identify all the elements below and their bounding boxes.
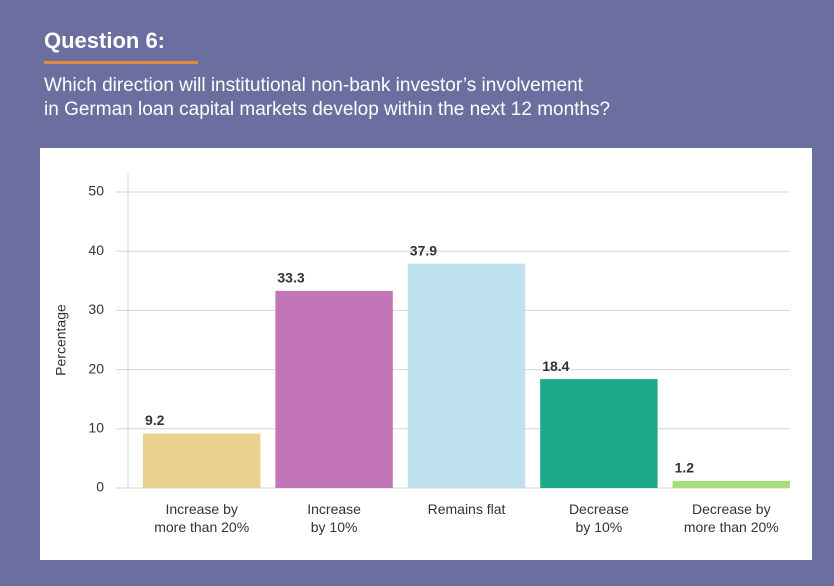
x-tick-label-line: by 10% xyxy=(311,519,358,535)
bar xyxy=(672,480,790,488)
bar xyxy=(275,290,393,488)
x-tick-label-line: Decrease by xyxy=(692,501,771,517)
y-tick-label: 40 xyxy=(88,242,104,258)
value-label: 9.2 xyxy=(145,412,165,428)
x-tick-label-line: Decrease xyxy=(569,501,629,517)
x-tick-label: Remains flat xyxy=(428,501,506,517)
x-tick-label: Decrease by 10% xyxy=(569,501,629,535)
x-tick-label-line: Increase xyxy=(307,501,361,517)
value-label: 37.9 xyxy=(410,242,437,258)
x-tick-label: Increase by 10% xyxy=(307,501,361,535)
subtitle-line: Which direction will institutional non-b… xyxy=(44,75,583,96)
bar xyxy=(407,263,526,488)
bar xyxy=(540,379,658,488)
y-tick-label: 50 xyxy=(88,183,104,199)
x-tick-label: Increase by more than 20% xyxy=(154,501,249,535)
x-tick-label-line: more than 20% xyxy=(684,519,779,535)
y-tick-label: 20 xyxy=(88,360,104,376)
value-label: 18.4 xyxy=(542,358,569,374)
subtitle-line: in German loan capital markets develop w… xyxy=(44,99,611,120)
x-tick-label-line: more than 20% xyxy=(154,519,249,535)
x-tick-label-line: Increase by xyxy=(166,501,238,517)
y-axis-label: Percentage xyxy=(53,304,69,376)
question-text: Which direction will institutional non-b… xyxy=(44,74,804,122)
y-tick-label: 0 xyxy=(96,479,104,495)
x-tick-label-line: Remains flat xyxy=(428,501,506,517)
value-label: 33.3 xyxy=(277,270,304,286)
value-label: 1.2 xyxy=(675,460,695,476)
y-tick-label: 10 xyxy=(88,420,104,436)
y-tick-label: 30 xyxy=(88,301,104,317)
question-title: Question 6: xyxy=(44,28,166,53)
title-underline xyxy=(44,61,198,64)
x-tick-label: Decrease by more than 20% xyxy=(684,501,779,535)
x-tick-label-line: by 10% xyxy=(576,519,623,535)
bar xyxy=(143,433,261,488)
